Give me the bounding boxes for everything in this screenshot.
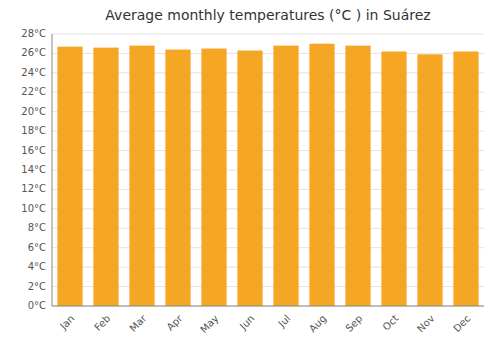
bar	[417, 54, 442, 306]
title: Average monthly temperatures (°C ) in Su…	[105, 7, 430, 23]
y-tick-label: 8°C	[28, 222, 46, 233]
bar	[201, 49, 226, 306]
y-tick-label: 28°C	[21, 28, 46, 39]
y-axis: 0°C 2°C 4°C 6°C 8°C 10°C 12°C 14°C 16°C 18°C 20°C 2…	[21, 28, 52, 311]
x-tick-label: Feb	[92, 313, 112, 333]
x-axis: Jan Feb Mar Apr May Jun Jul Aug Sep Oct Nov Dec	[52, 306, 484, 335]
bar	[93, 48, 118, 306]
x-tick-label: Jun	[237, 313, 257, 333]
y-tick-label: 0°C	[28, 300, 46, 311]
bar	[129, 46, 154, 306]
x-tick-label: Sep	[343, 313, 364, 334]
x-tick-label: Nov	[415, 313, 437, 335]
x-tick-label: Jan	[57, 313, 76, 332]
bar	[237, 51, 262, 306]
y-tick-label: 22°C	[21, 86, 46, 97]
bar	[273, 46, 298, 306]
bar	[381, 51, 406, 306]
x-tick-label: Jul	[275, 313, 292, 330]
y-tick-label: 26°C	[21, 47, 46, 58]
y-tick-label: 10°C	[21, 203, 46, 214]
y-axis-line	[52, 34, 53, 306]
bars	[57, 44, 478, 306]
grid-line	[52, 34, 484, 35]
x-tick-label: Mar	[127, 312, 149, 334]
bar	[165, 50, 190, 306]
y-tick-label: 18°C	[21, 125, 46, 136]
x-tick-label: Aug	[307, 313, 329, 335]
x-tick-label: May	[198, 313, 220, 335]
y-tick-label: 24°C	[21, 67, 46, 78]
x-tick-label: Apr	[164, 312, 185, 333]
x-tick-label: Oct	[380, 313, 400, 333]
grid	[52, 34, 484, 306]
x-axis-line	[52, 306, 484, 307]
grid-line	[52, 306, 484, 307]
bar	[309, 44, 334, 306]
bar	[453, 51, 478, 306]
y-tick-label: 12°C	[21, 183, 46, 194]
bar	[345, 46, 370, 306]
chart-svg: 0°C 2°C 4°C 6°C 8°C 10°C 12°C 14°C 16°C 18°C 20°C 2…	[0, 0, 500, 350]
y-tick-label: 16°C	[21, 145, 46, 156]
y-tick-label: 2°C	[28, 281, 46, 292]
y-tick-label: 20°C	[21, 106, 46, 117]
x-tick-label: Dec	[451, 313, 472, 334]
bar	[57, 47, 82, 306]
chart-container: 0°C 2°C 4°C 6°C 8°C 10°C 12°C 14°C 16°C 18°C 20°C 2…	[0, 0, 500, 350]
y-tick-label: 6°C	[28, 242, 46, 253]
y-tick-label: 14°C	[21, 164, 46, 175]
y-tick-label: 4°C	[28, 261, 46, 272]
